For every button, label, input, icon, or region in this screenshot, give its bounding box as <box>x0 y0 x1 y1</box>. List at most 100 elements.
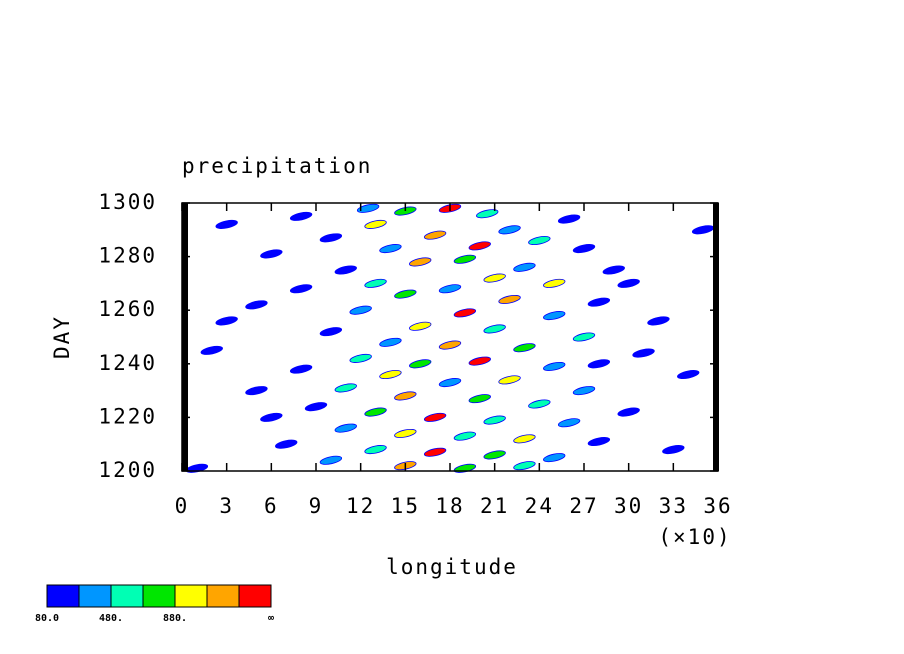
precip-patch <box>394 391 417 401</box>
y-tick-label: 1280 <box>98 244 157 268</box>
colorbar-box <box>78 584 112 608</box>
precip-patch <box>476 209 499 219</box>
precip-patch <box>438 284 462 294</box>
precip-patch <box>289 284 313 294</box>
plot-frame <box>181 202 719 472</box>
colorbar-box <box>206 584 240 608</box>
precip-patch <box>528 399 551 409</box>
precip-patch <box>260 412 283 422</box>
precip-patch <box>319 327 343 337</box>
colorbar-box <box>46 584 80 608</box>
precip-patch <box>319 455 343 465</box>
precip-patch <box>498 294 521 304</box>
precip-patch <box>453 463 477 473</box>
x-tick-label: 24 <box>525 494 554 518</box>
precip-patch <box>617 407 640 417</box>
precip-patch <box>453 431 477 441</box>
precip-patch <box>677 370 700 380</box>
precip-patch <box>587 437 611 447</box>
precip-patch <box>379 244 402 254</box>
precip-patch <box>543 311 566 321</box>
x-tick-label: 21 <box>480 494 509 518</box>
precip-patch <box>468 394 491 404</box>
precip-patch <box>483 273 506 283</box>
precip-patch <box>438 340 462 350</box>
precip-patch <box>483 450 506 460</box>
precip-patch <box>691 225 715 235</box>
precip-patch <box>364 445 387 455</box>
precip-patch <box>557 214 581 224</box>
precip-patch <box>394 289 417 299</box>
precip-patch <box>453 308 477 318</box>
right-edge-bar <box>713 203 719 471</box>
precip-patch <box>245 386 268 396</box>
precip-patch <box>379 337 402 347</box>
left-edge-bar <box>182 203 188 471</box>
x-tick-label: 9 <box>309 494 324 518</box>
colorbar-box <box>174 584 208 608</box>
precip-patch <box>379 370 402 380</box>
y-tick-label: 1220 <box>98 404 157 428</box>
x-tick-label: 36 <box>703 494 732 518</box>
precip-patch <box>662 445 685 455</box>
x-tick-label: 3 <box>219 494 234 518</box>
colorbar-box <box>238 584 272 608</box>
colorbar-label: 880. <box>163 613 187 624</box>
colorbar-box <box>110 584 144 608</box>
precip-patch <box>528 236 551 246</box>
x-tick-label: 27 <box>569 494 598 518</box>
precip-patch <box>409 321 432 331</box>
x-tick-label: 30 <box>614 494 643 518</box>
precip-patch <box>602 265 625 275</box>
x-axis-label: longitude <box>386 555 518 579</box>
precip-patch <box>334 265 357 275</box>
colorbar-label: 80.0 <box>35 613 59 624</box>
precip-patch <box>423 230 447 240</box>
y-tick-label: 1260 <box>98 297 157 321</box>
precip-patch <box>289 364 313 374</box>
x-tick-label: 6 <box>264 494 279 518</box>
precip-patch <box>334 423 357 433</box>
colorbar-box <box>142 584 176 608</box>
precip-patch <box>275 439 298 449</box>
precip-patch <box>453 254 477 264</box>
precip-patch <box>468 241 491 251</box>
colorbar-end-label: ∞ <box>268 613 274 624</box>
precip-patch <box>349 305 372 315</box>
precip-patch <box>617 278 640 288</box>
x-tick-label: 33 <box>659 494 688 518</box>
precip-patch <box>587 297 611 307</box>
x-tick-label: 18 <box>435 494 464 518</box>
precip-patch <box>498 375 521 385</box>
precip-patch <box>513 434 536 444</box>
precip-patch <box>334 383 357 393</box>
y-tick-label: 1200 <box>98 458 157 482</box>
precip-patch <box>409 257 432 267</box>
precip-patch <box>319 233 343 243</box>
precip-patch <box>483 415 506 425</box>
precip-patch <box>423 447 447 457</box>
x-tick-label: 0 <box>175 494 190 518</box>
precip-patch <box>557 418 581 428</box>
x-tick-label: 15 <box>391 494 420 518</box>
precip-patch <box>185 463 209 473</box>
precip-patch <box>572 386 596 396</box>
precip-patch <box>543 361 566 371</box>
x-scale-note: (×10) <box>658 525 731 549</box>
x-tick-label: 12 <box>346 494 375 518</box>
precip-patch <box>587 359 611 369</box>
y-axis-label: DAY <box>50 315 74 359</box>
precip-patch <box>394 428 417 438</box>
precip-patch <box>572 332 596 342</box>
precip-patch <box>468 356 491 366</box>
precip-patch <box>364 407 387 417</box>
precip-patch <box>260 249 283 259</box>
precip-patch <box>215 316 238 326</box>
precip-patch <box>543 453 566 463</box>
precip-patch <box>349 353 372 363</box>
precip-patch <box>356 203 380 213</box>
precip-patch <box>364 219 387 229</box>
precip-patch <box>498 225 521 235</box>
